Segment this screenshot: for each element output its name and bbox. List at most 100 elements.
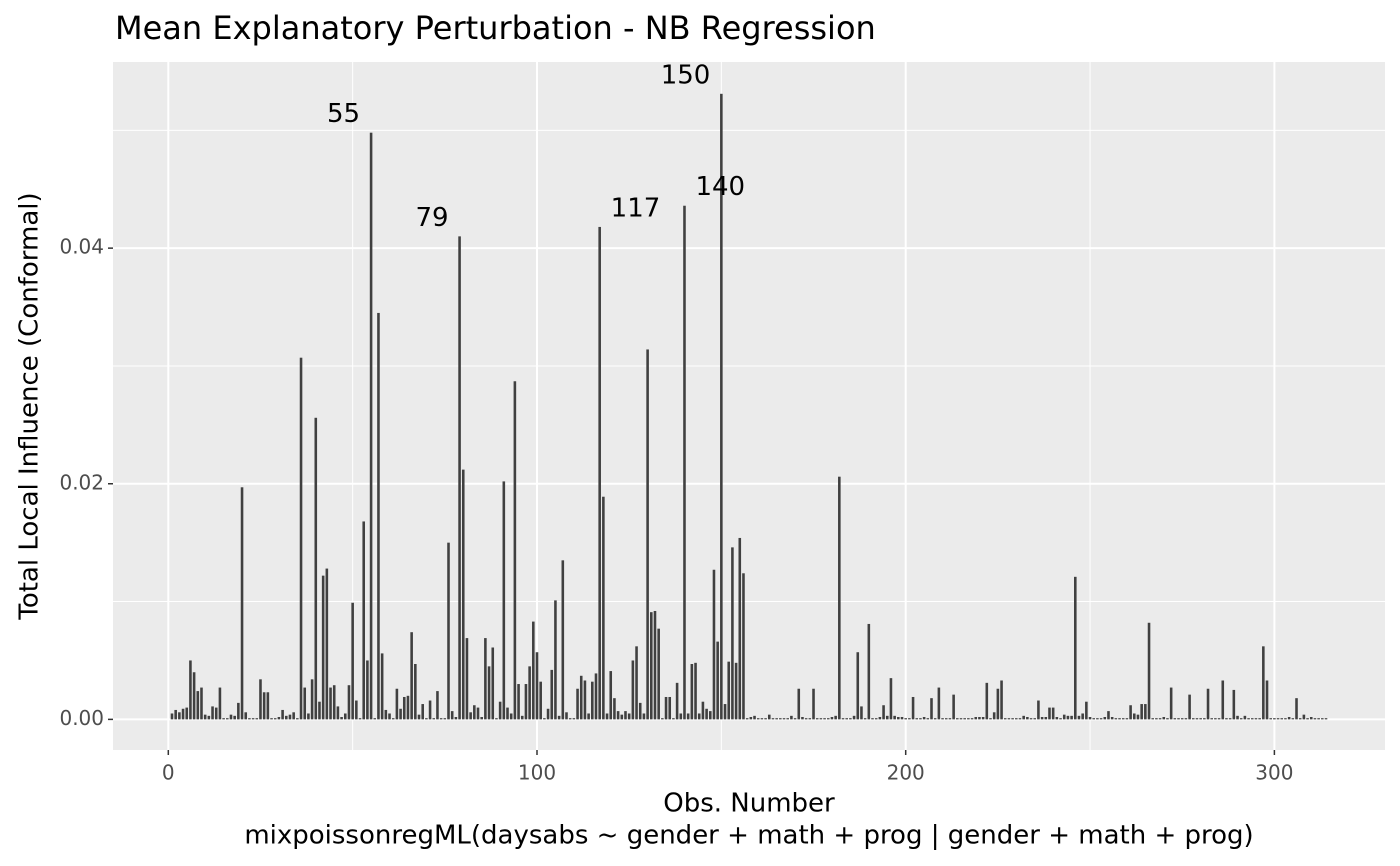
bar (233, 715, 236, 720)
bar (262, 692, 266, 720)
bar (1284, 718, 1287, 720)
bar (1092, 718, 1096, 720)
bar (181, 708, 185, 720)
bar (819, 718, 823, 720)
bar (897, 717, 900, 720)
bar (200, 687, 203, 720)
bar (1107, 711, 1110, 720)
bar (517, 684, 520, 720)
bar (218, 687, 222, 720)
bar (229, 714, 233, 720)
bar (672, 718, 675, 720)
bar (410, 632, 413, 720)
bar (465, 638, 469, 720)
y-tick-label: 0.02 (59, 470, 104, 494)
bar (978, 717, 981, 720)
bar (1099, 718, 1103, 720)
bar (845, 718, 848, 720)
x-tick-label: 200 (887, 761, 925, 785)
bar (1254, 718, 1258, 720)
bar (266, 692, 270, 720)
bar (1074, 576, 1077, 720)
bar (885, 715, 889, 720)
bar (1151, 718, 1155, 720)
bar (620, 714, 624, 720)
bar (1059, 718, 1062, 720)
bar (933, 718, 937, 720)
bar (299, 357, 303, 720)
bar (1243, 715, 1247, 720)
bar (458, 236, 461, 720)
bar (985, 682, 989, 720)
bar (1011, 718, 1014, 720)
bar (1144, 704, 1147, 720)
bar (1055, 717, 1059, 720)
bar (495, 718, 498, 720)
bar (362, 521, 366, 720)
bar (484, 638, 487, 720)
grid (113, 62, 1385, 750)
bar (550, 669, 554, 720)
bar (1180, 718, 1184, 720)
bar (561, 560, 565, 720)
bar (731, 547, 734, 720)
bar (351, 602, 354, 720)
bar (1302, 714, 1306, 720)
bar (720, 93, 723, 720)
bar (1096, 718, 1099, 720)
bar (310, 679, 314, 720)
bar (347, 685, 351, 720)
bar (1232, 689, 1236, 720)
bar (421, 704, 424, 720)
bar (1077, 715, 1081, 720)
bar (1203, 718, 1206, 720)
bar (1250, 718, 1254, 720)
bar (473, 705, 476, 720)
bar (1206, 688, 1210, 720)
bar (1040, 717, 1044, 720)
bar (211, 706, 214, 720)
bar (963, 718, 966, 720)
bar (388, 713, 391, 720)
bar (469, 712, 472, 720)
bar (1214, 718, 1217, 720)
bar (417, 714, 421, 720)
bar (1295, 698, 1298, 720)
bar (1236, 715, 1239, 720)
bar (450, 711, 454, 720)
bar (196, 691, 200, 720)
bar (572, 718, 576, 720)
bar (867, 623, 871, 720)
bar (1000, 680, 1003, 720)
bar (174, 709, 177, 720)
x-axis-label: mixpoissonregML(daysabs ~ gender + math … (244, 821, 1253, 851)
bar (292, 712, 295, 720)
bar (178, 712, 181, 720)
bar (642, 713, 646, 720)
bar (1239, 718, 1243, 720)
bar (377, 312, 380, 720)
bar (826, 718, 830, 720)
bar (852, 715, 856, 720)
bar (185, 707, 189, 720)
bar (568, 718, 572, 720)
bar (1121, 718, 1125, 720)
bar (919, 718, 922, 720)
bar (436, 691, 439, 720)
bar (694, 662, 697, 720)
bar (974, 717, 978, 720)
bar (539, 681, 542, 720)
bar (804, 718, 808, 720)
bar (1262, 646, 1265, 720)
bar (543, 718, 546, 720)
bar (908, 718, 911, 720)
bar (779, 718, 782, 720)
bar (705, 708, 708, 720)
bar (801, 717, 804, 720)
bar (701, 701, 705, 720)
bar (355, 700, 358, 720)
x-axis-label: Obs. Number (663, 789, 835, 819)
bar (959, 718, 963, 720)
bar (1158, 718, 1162, 720)
bar (1221, 680, 1225, 720)
